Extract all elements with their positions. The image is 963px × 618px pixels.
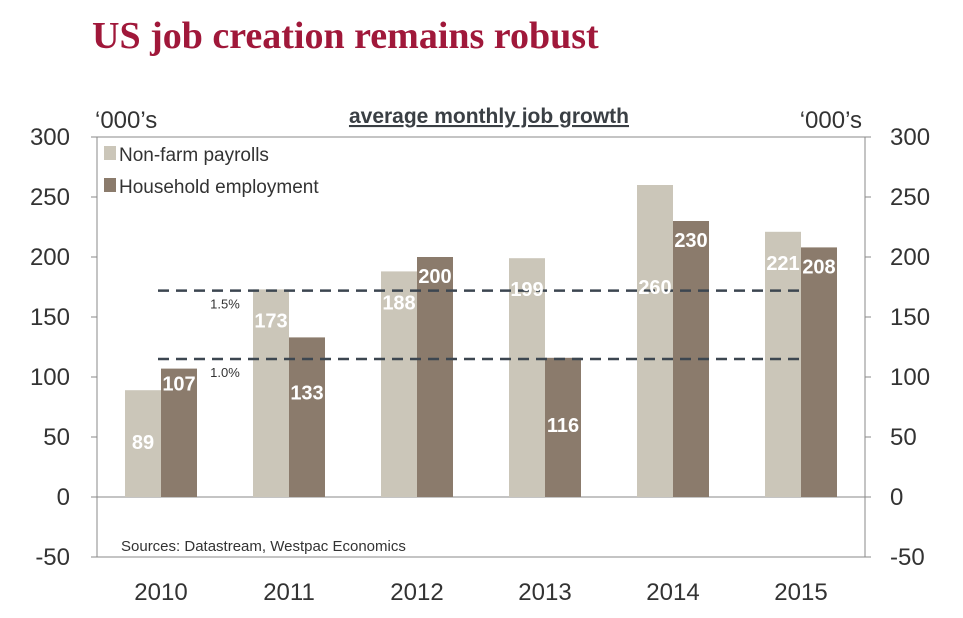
legend-swatch-household-employment [104, 178, 116, 192]
left-tick-label: 200 [30, 244, 70, 271]
plot-area [96, 136, 866, 558]
left-tick-label: 100 [30, 364, 70, 391]
right-tick-label: 0 [890, 484, 903, 511]
bar-non-farm-payrolls [765, 231, 801, 498]
bar-non-farm-payrolls [253, 289, 289, 497]
data-label-non-farm-payrolls: 173 [254, 310, 287, 332]
right-tick-label: 100 [890, 364, 930, 391]
x-tick-label: 2010 [134, 579, 187, 606]
right-tick-label: 50 [890, 424, 917, 451]
x-tick-label: 2014 [646, 579, 699, 606]
data-label-non-farm-payrolls: 260 [638, 277, 671, 299]
legend-label-non-farm-payrolls: Non-farm payrolls [119, 145, 269, 166]
legend-swatch-non-farm-payrolls [104, 146, 116, 160]
bar-non-farm-payrolls [637, 185, 673, 497]
right-tick-label: -50 [890, 544, 925, 571]
right-axis-unit: ‘000’s [800, 107, 862, 134]
reference-line-label: 1.0% [210, 365, 240, 380]
bar-household-employment [801, 247, 837, 497]
left-axis-unit: ‘000’s [95, 107, 157, 134]
data-label-non-farm-payrolls: 199 [510, 279, 543, 301]
source-note: Sources: Datastream, Westpac Economics [121, 538, 406, 555]
data-label-non-farm-payrolls: 89 [132, 432, 154, 454]
right-tick-label: 150 [890, 304, 930, 331]
x-tick-label: 2013 [518, 579, 571, 606]
left-tick-label: 150 [30, 304, 70, 331]
bar-household-employment [417, 257, 453, 497]
bar-household-employment [289, 337, 325, 497]
left-tick-label: -50 [35, 544, 70, 571]
x-tick-label: 2012 [390, 579, 443, 606]
data-label-non-farm-payrolls: 221 [766, 253, 799, 275]
left-tick-label: 50 [43, 424, 70, 451]
left-tick-label: 300 [30, 124, 70, 151]
data-label-household-employment: 107 [162, 374, 195, 396]
bar-non-farm-payrolls [381, 271, 417, 497]
chart-title: average monthly job growth [349, 105, 629, 128]
data-label-household-employment: 116 [547, 415, 579, 437]
page-title: US job creation remains robust [92, 15, 599, 57]
reference-line-label: 1.5% [210, 297, 240, 312]
data-label-household-employment: 208 [802, 256, 835, 278]
right-tick-label: 300 [890, 124, 930, 151]
bar-non-farm-payrolls [509, 258, 545, 497]
right-tick-label: 200 [890, 244, 930, 271]
left-tick-label: 250 [30, 184, 70, 211]
data-label-household-employment: 230 [674, 230, 707, 252]
x-tick-label: 2011 [263, 579, 315, 606]
left-tick-label: 0 [57, 484, 70, 511]
bar-household-employment [545, 357, 581, 497]
data-label-household-employment: 200 [418, 266, 451, 288]
x-tick-label: 2015 [774, 579, 827, 606]
legend-label-household-employment: Household employment [119, 177, 319, 198]
data-label-non-farm-payrolls: 188 [382, 292, 415, 314]
bar-household-employment [161, 368, 197, 497]
data-label-household-employment: 133 [290, 382, 323, 404]
bar-non-farm-payrolls [125, 390, 161, 497]
right-tick-label: 250 [890, 184, 930, 211]
legend: Non-farm payrolls Household employment [104, 145, 319, 198]
